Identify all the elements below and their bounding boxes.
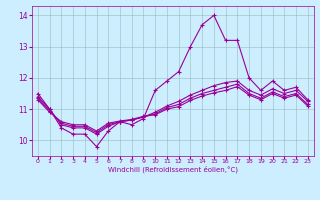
X-axis label: Windchill (Refroidissement éolien,°C): Windchill (Refroidissement éolien,°C): [108, 166, 238, 173]
